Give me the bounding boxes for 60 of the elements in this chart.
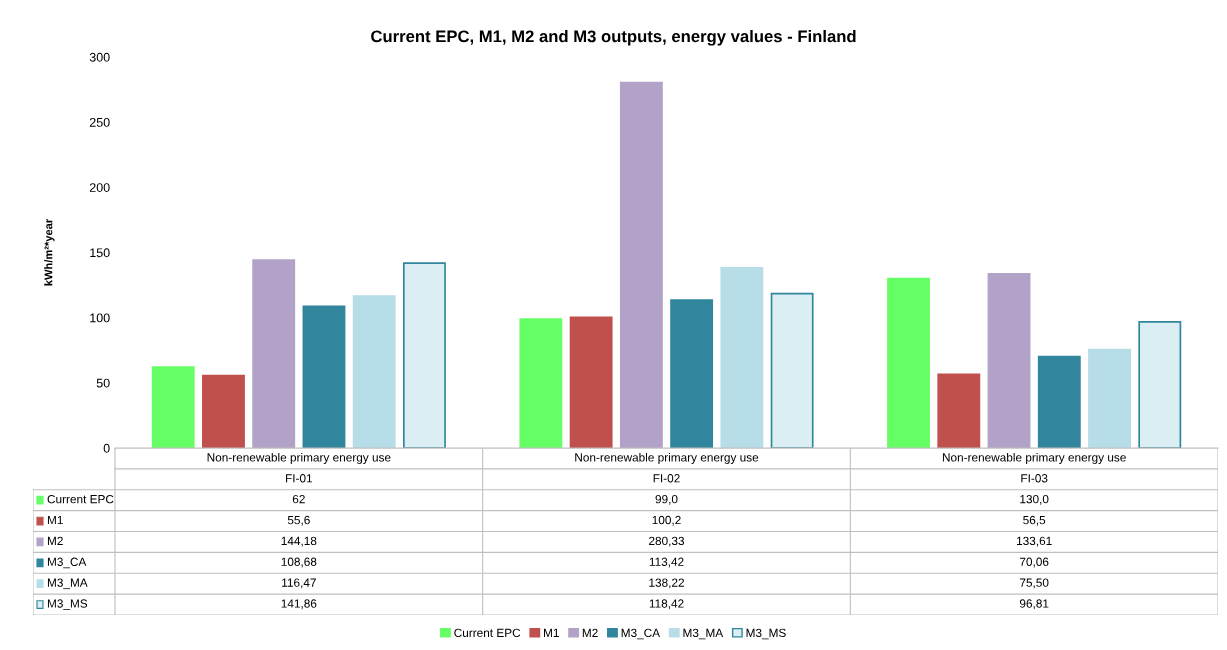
- data-label: 75,50: [1020, 578, 1049, 589]
- bar: [202, 374, 245, 448]
- y-tick-label: 300: [89, 52, 110, 62]
- bar: [720, 267, 764, 448]
- bar: [1088, 348, 1131, 448]
- data-label: 138,22: [649, 578, 684, 589]
- bar: [887, 277, 930, 448]
- bar: [619, 81, 663, 448]
- data-label: 133,61: [1017, 536, 1052, 547]
- bar: [569, 316, 613, 448]
- bar: [670, 299, 714, 448]
- data-label: 99,0: [655, 495, 678, 505]
- y-tick-label: 100: [90, 313, 110, 323]
- data-label: 141,86: [281, 599, 317, 610]
- bar: [770, 292, 814, 448]
- text: M3_MA: [47, 578, 88, 590]
- legend-label: M3_CA: [621, 628, 661, 640]
- bar: [252, 259, 296, 448]
- y-tick-label: 250: [89, 117, 110, 127]
- y-tick-label: 200: [89, 183, 110, 192]
- legend-label: M1: [47, 515, 63, 525]
- y-tick-label: 150: [90, 248, 110, 258]
- chart-title: Current EPC, M1, M2 and M3 outputs, energy values - Finland: [371, 30, 856, 46]
- text: M1: [544, 628, 559, 637]
- legend-label: M3_MS: [746, 628, 786, 640]
- bar: [1037, 355, 1081, 448]
- bar: [151, 366, 195, 448]
- legend-label: M2: [582, 628, 598, 637]
- data-label: 118,42: [649, 599, 684, 610]
- text: M2: [47, 536, 63, 545]
- data-label: 116,47: [282, 578, 316, 589]
- bar: [987, 273, 1031, 448]
- data-label: 62: [292, 495, 305, 504]
- y-axis-title: kWh/m²*year: [44, 219, 55, 286]
- bar: [937, 373, 981, 448]
- text: Current EPC: [454, 628, 521, 638]
- bar: [1138, 320, 1182, 448]
- bar: [352, 295, 396, 448]
- bar: [302, 305, 346, 448]
- legend-label: M3_MA: [683, 628, 724, 640]
- data-label: 113,42: [649, 557, 684, 568]
- bar: [519, 318, 563, 448]
- x-tick-label: Non-renewable primary energy use FI-01: [207, 452, 391, 483]
- legend-label: Current EPC: [47, 495, 114, 504]
- data-label: 56,5: [1023, 515, 1046, 526]
- y-tick-label: 0: [103, 443, 110, 453]
- x-tick-label: Non-renewable primary energy use FI-03: [942, 452, 1126, 483]
- data-label: 96,81: [1019, 599, 1049, 610]
- data-label: 144,18: [281, 536, 317, 547]
- x-tick-label: Non-renewable primary energy use FI-02: [575, 452, 759, 483]
- text: M3_CA: [47, 557, 87, 569]
- data-label: 108,68: [281, 557, 317, 568]
- bar: [403, 262, 446, 448]
- y-tick-label: 50: [96, 378, 110, 388]
- data-label: 280,33: [649, 536, 685, 547]
- text: M3_MS: [47, 599, 88, 610]
- data-label: 55,6: [287, 515, 310, 526]
- data-label: 130,0: [1020, 495, 1049, 505]
- data-label: 70,06: [1020, 557, 1049, 568]
- data-label: 100,2: [652, 515, 681, 526]
